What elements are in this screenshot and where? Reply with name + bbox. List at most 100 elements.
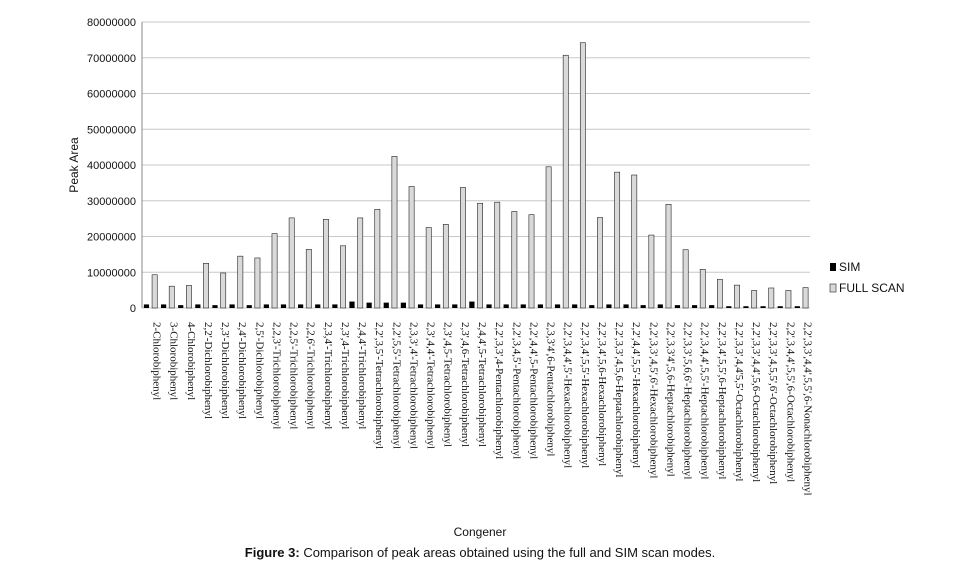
x-category-label: 2,4,4',5-Tetrachlorobiphenyl (476, 322, 488, 447)
bar-full-scan (220, 272, 227, 309)
bar-sim (486, 304, 492, 308)
bar-full-scan (237, 255, 244, 309)
bar-sim (178, 305, 184, 308)
bar-sim (572, 304, 578, 308)
x-category-label: 2,3'-Dichlorobiphenyl (219, 322, 231, 419)
bar-full-scan (186, 285, 192, 309)
x-category-label: 2,2',3,3',4,4',5,6-Octachlorobiphenyl (750, 322, 762, 482)
bar-sim (417, 304, 424, 308)
bar-sim (691, 305, 698, 308)
bar-full-scan (597, 217, 603, 309)
bar-full-scan (511, 211, 518, 309)
bar-full-scan (768, 287, 775, 309)
bar-sim (143, 304, 150, 308)
x-category-label: 2,2,6'-Trichlorobiphenyl (305, 322, 317, 429)
figure-caption: Figure 3: Comparison of peak areas obtai… (0, 545, 960, 560)
x-category-label: 2,2,3'-Trichlorobiphenyl (270, 322, 282, 429)
bar-full-scan (203, 263, 209, 309)
bar-full-scan (716, 279, 723, 309)
bar-full-scan (271, 233, 278, 309)
bar-full-scan (425, 227, 432, 309)
bar-sim (263, 304, 269, 308)
bar-full-scan (408, 186, 415, 309)
x-category-label: 2,2',3,3',4-Pentachlorobiphenyl (493, 322, 505, 459)
gridlines (142, 21, 810, 309)
bar-sim (400, 302, 406, 308)
bar-sim (332, 304, 338, 308)
bar-sim (503, 304, 509, 308)
bar-full-scan (477, 202, 483, 309)
x-category-label: 2,2,5'-Trichlorobiphenyl (288, 322, 300, 429)
bar-sim (469, 301, 475, 308)
bar-sim (452, 304, 458, 308)
bar-sim (554, 304, 561, 308)
x-category-label: 2,3,3'4',6-Pentachlorobiphenyl (545, 322, 557, 456)
x-axis-title: Congener (454, 525, 507, 539)
bar-full-scan (631, 174, 638, 309)
x-category-label: 2,2',3,3',4,5',6'-Hexachlorobiphenyl (647, 322, 659, 478)
x-category-label: 2,3',4,6-Tetrachlorobiphenyl (459, 322, 471, 447)
bar-sim (435, 304, 441, 308)
bar-full-scan (442, 224, 449, 309)
bar-sim (674, 305, 681, 308)
y-tick-label: 80000000 (87, 17, 136, 29)
y-tick-label: 10000000 (87, 267, 136, 279)
x-category-label: 2,2',3,4,4',5'-Hexachlorobiphenyl (562, 322, 574, 468)
bar-full-scan (648, 234, 655, 309)
legend-label: SIM (839, 260, 860, 274)
bar-sim (794, 306, 800, 308)
legend: SIM FULL SCAN (829, 260, 905, 295)
bar-sim (280, 304, 287, 308)
bar-sim (315, 304, 321, 308)
bar-sim (623, 304, 629, 308)
x-category-label: 2,3',4-Trichlorobiphenyl (339, 322, 351, 429)
figure-caption-text: Comparison of peak areas obtained using … (303, 545, 716, 560)
bar-sim (195, 304, 201, 308)
bar-full-scan (734, 284, 740, 309)
y-tick-label: 0 (130, 303, 136, 315)
x-category-label: 2,2',3,4,4',5,5'-Heptachlorobiphenyl (699, 322, 711, 479)
bar-sim (246, 305, 252, 308)
x-category-label: 2,4,4'-Trichlorobiphenyl (356, 322, 368, 429)
bar-sim (760, 306, 766, 308)
y-tick-label: 70000000 (87, 53, 136, 65)
x-category-label: 2,2',3,3'4',5,6-Heptachlorobiphenyl (664, 322, 676, 477)
bar-full-scan (751, 290, 758, 309)
bar-sim (212, 305, 218, 308)
y-tick-label: 60000000 (87, 89, 136, 101)
bar-full-scan (562, 54, 569, 309)
x-category-label: 2,4'-Dichlorobiphenyl (236, 322, 248, 419)
x-category-label: 2,3',4,4'-Tetrachlorobiphenyl (425, 322, 437, 449)
x-category-label: 2,2',3,5'-Tetrachlorobiphenyl (373, 322, 385, 449)
x-category-label: 2,5'-Dichlorobiphenyl (253, 322, 265, 419)
bar-full-scan (699, 269, 706, 309)
x-category-label: 2,3',4,5-Tetrachlorobiphenyl (442, 322, 454, 447)
x-category-label: 2,2',3,4',5,6-Hexachlorobiphenyl (596, 322, 608, 466)
bars (143, 42, 809, 309)
bar-full-scan (665, 204, 672, 309)
bar-sim (160, 304, 167, 308)
x-category-label: 2,2',3,4',5,5'-Hexachlorobiphenyl (579, 322, 591, 468)
x-category-label: 2,2',3,3',4,4',5,5',6-Nonachlorobiphenyl (801, 322, 813, 496)
bar-sim (349, 301, 355, 308)
bar-full-scan (340, 245, 346, 309)
bar-full-scan (357, 217, 364, 309)
bar-full-scan (494, 201, 501, 309)
bar-sim (589, 305, 595, 308)
x-category-label: 2,2',3,4',5,5',6-Heptachlorobiphenyl (716, 322, 728, 479)
x-category-label: 2,2',3,3',4,4'5,5'-Octachlorobiphenyl (733, 322, 745, 481)
x-category-labels: 2-Chlorobiphenyl 3-Chlorobiphenyl 4-Chloro… (151, 322, 814, 496)
bar-sim (520, 304, 526, 308)
x-category-label: 2,2',3,4,4',5,5',6-Octachlorobiphenyl (784, 322, 796, 482)
y-tick-labels: 0 10000000 20000000 30000000 40000000 5000000… (87, 17, 136, 315)
x-category-label: 2,2',3,4,5'-Pentachlorobiphenyl (510, 322, 522, 459)
bar-sim (383, 302, 389, 308)
legend-swatch (829, 283, 837, 293)
x-category-label: 2,2'-Dichlorobiphenyl (202, 322, 214, 419)
bar-full-scan (614, 171, 621, 309)
bar-sim (777, 306, 783, 308)
bar-full-scan (374, 209, 381, 309)
bar-full-scan (802, 287, 809, 309)
x-category-label: 3-Chlorobiphenyl (168, 322, 180, 400)
